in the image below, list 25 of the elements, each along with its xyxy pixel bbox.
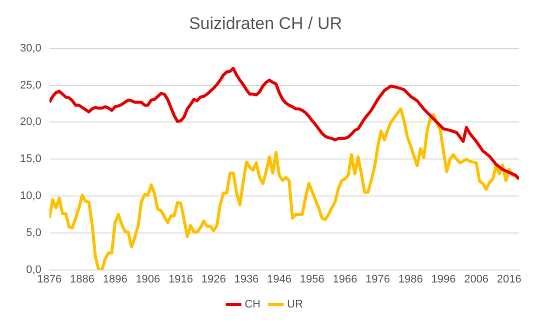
x-tick-label: 1876	[37, 273, 62, 286]
x-tick-label: 1896	[102, 273, 128, 286]
x-tick-label: 1906	[136, 273, 160, 286]
y-tick-label: 10,0	[20, 190, 42, 202]
y-tick-label: 15,0	[20, 153, 42, 166]
x-tick-label: 1966	[332, 273, 358, 286]
chart-title: Suizidraten CH / UR	[188, 14, 342, 33]
x-tick-label: 1956	[300, 273, 324, 286]
x-tick-label: 1916	[168, 273, 194, 286]
x-tick-label: 2016	[496, 273, 522, 286]
x-tick-label: 1996	[431, 273, 456, 286]
x-tick-label: 1976	[366, 273, 390, 286]
y-tick-label: 0,0	[26, 264, 42, 276]
legend-label: CH	[244, 298, 261, 311]
y-tick-label: 20,0	[20, 116, 42, 128]
legend-label: UR	[287, 298, 303, 311]
x-tick-label: 1886	[70, 273, 94, 286]
x-tick-label: 1946	[267, 273, 292, 286]
x-tick-label: 2006	[464, 273, 489, 286]
y-tick-label: 30,0	[20, 42, 42, 54]
x-tick-label: 1926	[201, 273, 226, 286]
x-tick-label: 1936	[234, 273, 259, 286]
x-tick-label: 1986	[398, 273, 423, 286]
y-tick-label: 5,0	[26, 226, 42, 239]
y-tick-label: 25,0	[20, 79, 42, 92]
